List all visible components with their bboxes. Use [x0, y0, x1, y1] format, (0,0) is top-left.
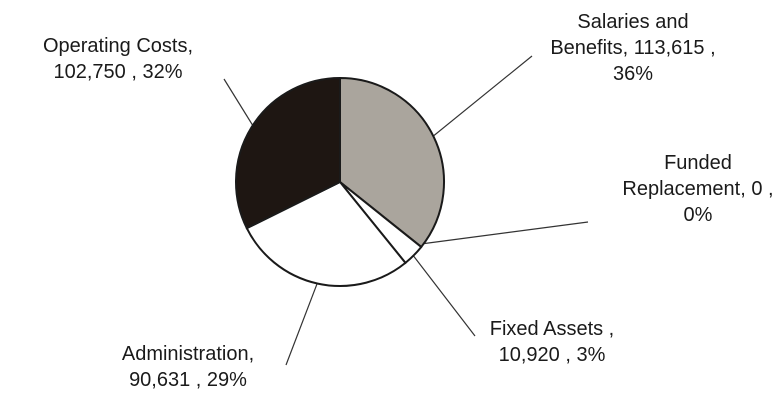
pie-slice-administration: [245, 180, 407, 287]
leader-line-fixed-assets: [410, 252, 476, 337]
slice-label-administration: Administration, 90,631 , 29%: [122, 343, 254, 391]
pie-slices: [235, 76, 445, 287]
leader-line-administration: [285, 279, 320, 366]
slice-label-line: 0%: [684, 204, 713, 226]
slice-label-salaries-and-benefits: Salaries and Benefits, 113,615 , 36%: [550, 11, 715, 85]
slice-label-line: Salaries and: [577, 11, 688, 33]
leader-lines: [223, 55, 589, 366]
slice-label-line: 90,631 , 29%: [129, 369, 247, 391]
slice-label-line: Fixed Assets ,: [490, 318, 615, 340]
slice-label-funded-replacement: Funded Replacement, 0 , 0%: [622, 152, 773, 226]
slice-label-line: Operating Costs,: [43, 35, 193, 57]
slice-label-operating-costs: Operating Costs, 102,750 , 32%: [43, 35, 193, 83]
slice-label-line: Benefits, 113,615 ,: [550, 37, 715, 59]
slice-label-line: Administration,: [122, 343, 254, 365]
leader-line-salaries-and-benefits: [429, 55, 533, 140]
pie-slice-salaries-and-benefits: [339, 76, 445, 249]
slice-labels: Salaries and Benefits, 113,615 , 36% Funded…: [43, 11, 774, 391]
slice-label-fixed-assets: Fixed Assets , 10,920 , 3%: [490, 318, 615, 366]
leader-line-funded-replacement: [417, 221, 589, 245]
slice-label-line: 36%: [613, 63, 653, 85]
slice-label-line: Funded: [664, 152, 732, 174]
pie-slice-operating-costs: [235, 76, 341, 230]
leader-line-operating-costs: [223, 78, 256, 130]
slice-label-line: Replacement, 0 ,: [622, 178, 773, 200]
slice-label-line: 10,920 , 3%: [499, 344, 606, 366]
slice-label-line: 102,750 , 32%: [54, 61, 183, 83]
